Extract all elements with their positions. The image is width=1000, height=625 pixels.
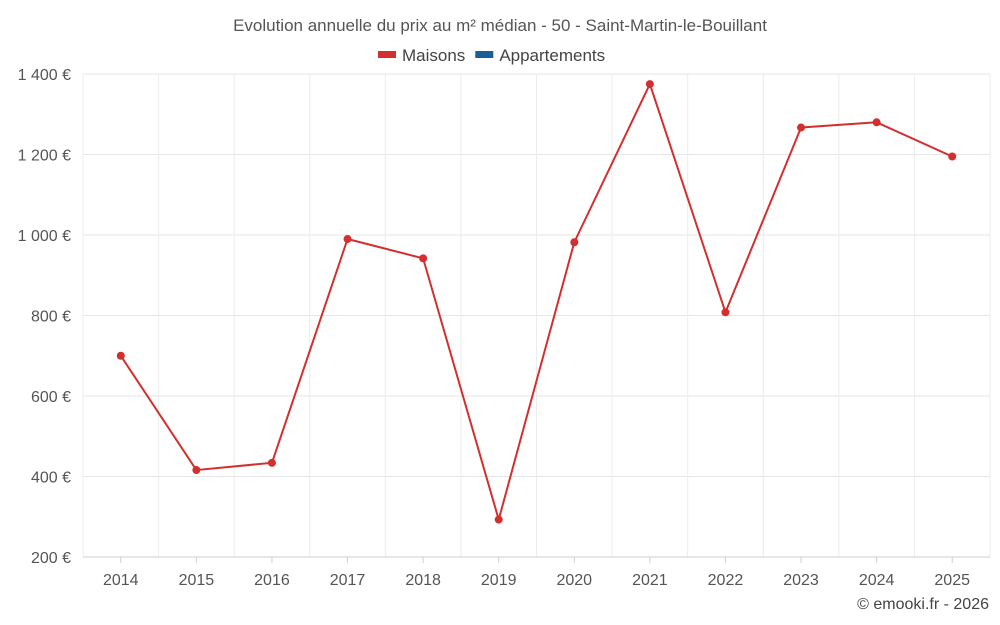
data-point-2023[interactable]	[797, 123, 806, 132]
x-tick-label: 2021	[632, 572, 668, 589]
legend-label: Appartements	[499, 46, 605, 65]
data-point-2021[interactable]	[645, 80, 654, 89]
x-axis: 2014 2015 2016 2017 2018 2019 2020 2021 2022 2023…	[103, 557, 970, 589]
chart-title: Evolution annuelle du prix au m² médian …	[233, 16, 767, 35]
data-point-2022[interactable]	[721, 308, 730, 317]
x-tick-label: 2018	[405, 572, 441, 589]
legend-item-maisons[interactable]: Maisons	[378, 46, 465, 65]
y-tick-label: 400 €	[31, 470, 71, 487]
grid-lines	[82, 73, 991, 558]
legend-item-appartements[interactable]: Appartements	[475, 46, 605, 65]
legend-swatch	[475, 51, 494, 58]
series-line-maisons	[119, 83, 953, 521]
y-tick-label: 600 €	[31, 389, 71, 406]
legend-label: Maisons	[402, 46, 465, 65]
data-point-2017[interactable]	[343, 235, 352, 244]
x-tick-label: 2022	[708, 572, 744, 589]
series-layer	[116, 80, 957, 524]
y-tick-label: 1 200 €	[18, 148, 71, 165]
y-tick-label: 1 400 €	[18, 67, 71, 84]
y-tick-label: 200 €	[31, 550, 71, 567]
data-point-2018[interactable]	[419, 254, 428, 263]
x-tick-label: 2024	[859, 572, 895, 589]
data-point-2016[interactable]	[267, 458, 276, 467]
x-tick-label: 2016	[254, 572, 290, 589]
y-axis: 200 € 400 € 600 € 800 € 1 000 € 1 200 € 1 400 …	[18, 67, 71, 567]
x-tick-label: 2017	[330, 572, 366, 589]
data-point-2025[interactable]	[948, 152, 957, 161]
legend-swatch	[378, 51, 396, 58]
x-tick-label: 2014	[103, 572, 139, 589]
y-tick-label: 1 000 €	[18, 228, 71, 245]
data-point-2020[interactable]	[570, 238, 579, 247]
x-tick-label: 2019	[481, 572, 517, 589]
data-point-2014[interactable]	[116, 351, 125, 360]
data-point-2015[interactable]	[192, 466, 201, 475]
credit-text: © emooki.fr - 2026	[857, 596, 989, 613]
x-tick-label: 2020	[556, 572, 592, 589]
legend: Maisons Appartements	[378, 46, 605, 65]
x-tick-label: 2023	[783, 572, 819, 589]
data-point-2024[interactable]	[872, 118, 881, 127]
x-tick-label: 2015	[179, 572, 215, 589]
data-point-2019[interactable]	[494, 515, 503, 524]
y-tick-label: 800 €	[31, 309, 71, 326]
x-tick-label: 2025	[934, 572, 970, 589]
